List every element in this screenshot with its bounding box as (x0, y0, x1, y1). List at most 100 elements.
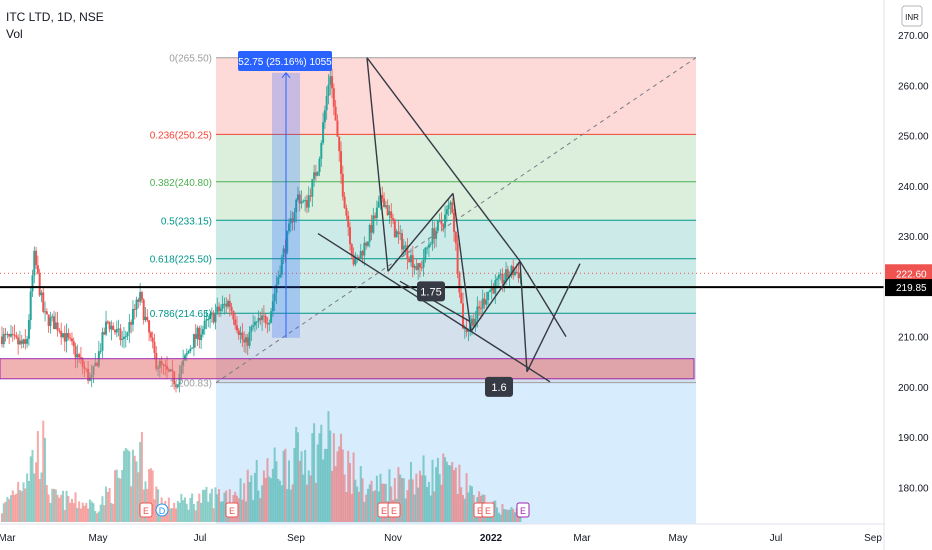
candle[interactable] (36, 265, 39, 274)
candle[interactable] (250, 326, 253, 332)
candle[interactable] (214, 312, 217, 323)
candle[interactable] (176, 384, 179, 388)
candle[interactable] (29, 291, 32, 321)
candle[interactable] (248, 331, 251, 346)
candle[interactable] (78, 354, 81, 358)
candle[interactable] (13, 334, 16, 336)
candle[interactable] (261, 315, 264, 321)
trend-line[interactable] (452, 193, 472, 332)
candle[interactable] (38, 273, 41, 296)
candle[interactable] (207, 318, 210, 320)
candle[interactable] (420, 267, 423, 269)
candle[interactable] (194, 334, 197, 339)
candle[interactable] (74, 346, 77, 358)
candle[interactable] (298, 194, 301, 204)
candle[interactable] (227, 301, 230, 307)
candle[interactable] (279, 274, 282, 278)
candle[interactable] (65, 332, 68, 342)
candle[interactable] (514, 271, 517, 276)
candle[interactable] (409, 255, 412, 263)
candle[interactable] (503, 279, 506, 284)
candle[interactable] (209, 314, 212, 319)
candle[interactable] (510, 266, 513, 276)
candle[interactable] (271, 301, 274, 312)
candle[interactable] (440, 220, 443, 225)
candle[interactable] (363, 242, 366, 256)
candle[interactable] (205, 319, 208, 321)
candle[interactable] (497, 274, 500, 279)
candle[interactable] (216, 306, 219, 313)
candle[interactable] (47, 314, 50, 326)
candle[interactable] (140, 292, 143, 300)
candle[interactable] (106, 321, 109, 323)
candle[interactable] (472, 318, 475, 327)
candle[interactable] (219, 308, 222, 312)
candle[interactable] (146, 316, 149, 321)
candle[interactable] (42, 292, 45, 312)
candle[interactable] (273, 293, 276, 302)
earnings-marker[interactable] (481, 502, 495, 518)
candle[interactable] (255, 321, 258, 323)
candle[interactable] (357, 257, 360, 259)
candle[interactable] (320, 142, 323, 159)
trend-line[interactable] (317, 232, 551, 383)
candle[interactable] (266, 323, 269, 325)
candle[interactable] (350, 244, 353, 255)
candle[interactable] (210, 312, 213, 315)
candle[interactable] (368, 225, 371, 242)
candle[interactable] (280, 257, 283, 275)
candle[interactable] (417, 263, 420, 270)
candle[interactable] (128, 322, 131, 333)
candle[interactable] (112, 325, 115, 331)
candle[interactable] (2, 333, 5, 345)
candle[interactable] (347, 215, 350, 228)
candle[interactable] (506, 269, 509, 278)
candle[interactable] (431, 228, 434, 244)
candle[interactable] (377, 201, 380, 208)
candle[interactable] (286, 231, 289, 253)
candle[interactable] (329, 76, 332, 85)
candle[interactable] (122, 336, 125, 339)
support-zone[interactable] (0, 358, 695, 380)
candle[interactable] (1, 336, 3, 345)
candle[interactable] (114, 330, 117, 333)
earnings-marker[interactable] (139, 502, 153, 518)
candle[interactable] (183, 355, 186, 361)
candle[interactable] (99, 350, 102, 352)
candle[interactable] (481, 298, 484, 309)
candle[interactable] (103, 332, 106, 335)
candle[interactable] (479, 308, 482, 310)
candle[interactable] (232, 310, 235, 320)
candle[interactable] (427, 244, 430, 248)
candle[interactable] (45, 311, 48, 315)
candle[interactable] (149, 332, 152, 338)
candle[interactable] (72, 341, 75, 347)
candle[interactable] (374, 215, 377, 218)
candle[interactable] (304, 200, 307, 202)
candle[interactable] (490, 287, 493, 291)
candle[interactable] (422, 259, 425, 268)
candle[interactable] (384, 205, 387, 208)
candle[interactable] (415, 266, 418, 270)
candle[interactable] (234, 319, 237, 326)
currency-button[interactable] (901, 5, 923, 27)
candle[interactable] (203, 320, 206, 330)
candle[interactable] (200, 334, 203, 341)
candle[interactable] (35, 250, 38, 266)
candle[interactable] (293, 212, 296, 223)
candle[interactable] (336, 120, 339, 137)
candle[interactable] (253, 321, 256, 326)
candle[interactable] (515, 271, 518, 273)
candle[interactable] (359, 251, 362, 259)
candle[interactable] (381, 195, 384, 199)
candle[interactable] (413, 266, 416, 268)
candle[interactable] (264, 316, 267, 324)
candle[interactable] (275, 284, 278, 294)
candle[interactable] (365, 242, 368, 246)
candle[interactable] (375, 207, 378, 218)
candle[interactable] (277, 277, 280, 285)
candle[interactable] (433, 228, 436, 239)
candle[interactable] (4, 333, 7, 335)
candle[interactable] (366, 241, 369, 246)
